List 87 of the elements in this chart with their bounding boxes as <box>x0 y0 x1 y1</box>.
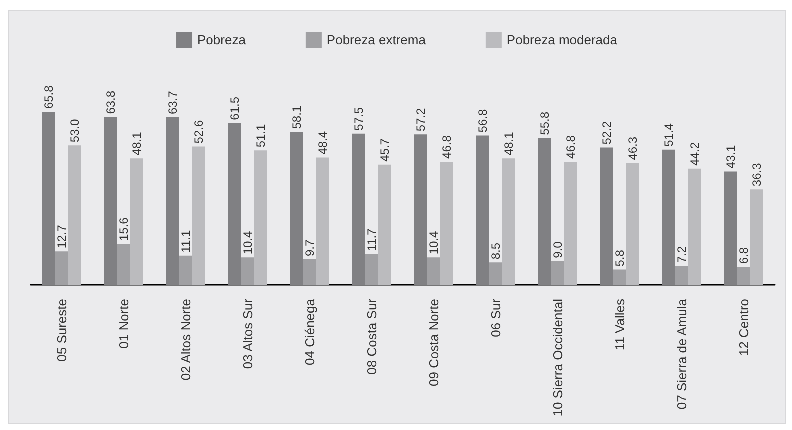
data-label: 10.4 <box>241 230 255 255</box>
bar <box>564 162 578 285</box>
data-label: 51.4 <box>662 123 676 147</box>
bar <box>118 244 130 285</box>
bar <box>414 134 428 285</box>
bar <box>180 256 192 285</box>
data-label: 9.0 <box>551 241 565 258</box>
bar <box>104 117 118 285</box>
data-label: 12.7 <box>55 224 69 249</box>
bar <box>552 261 564 285</box>
bar <box>42 112 56 285</box>
data-label: 48.4 <box>316 131 330 155</box>
bar <box>440 162 454 285</box>
data-label: 63.8 <box>104 90 118 114</box>
bar <box>290 132 304 285</box>
data-label: 15.6 <box>117 217 131 241</box>
bar <box>166 118 180 285</box>
bar <box>254 150 268 285</box>
bar <box>242 258 254 285</box>
data-label: 46.8 <box>564 135 578 159</box>
x-tick-label: 03 Altos Sur <box>240 298 256 370</box>
data-label: 36.3 <box>750 162 764 187</box>
data-label: 6.8 <box>737 247 751 264</box>
bar <box>738 267 750 285</box>
data-label: 44.2 <box>688 142 702 166</box>
data-label: 57.5 <box>352 107 366 131</box>
x-tick-label: 06 Sur <box>488 298 504 338</box>
data-label: 51.1 <box>254 124 268 148</box>
data-label: 5.8 <box>613 250 627 267</box>
data-label: 58.1 <box>290 106 304 130</box>
data-label: 57.2 <box>414 108 428 132</box>
x-tick-label: 02 Altos Norte <box>178 299 194 381</box>
bar <box>750 190 764 285</box>
bar <box>600 148 614 285</box>
data-label: 43.1 <box>724 145 738 169</box>
bar <box>378 164 392 285</box>
bar <box>428 258 440 285</box>
bar <box>130 158 144 285</box>
x-tick-label: 11 Valles <box>612 298 628 351</box>
x-tick-label: 04 Ciénega <box>302 298 318 366</box>
legend-label: Pobreza moderada <box>506 32 618 48</box>
data-label: 45.7 <box>378 138 392 162</box>
x-tick-label: 01 Norte <box>116 299 132 349</box>
bar <box>56 252 68 285</box>
bar <box>68 146 82 285</box>
bar <box>476 136 490 285</box>
bar <box>366 254 378 285</box>
data-label: 46.3 <box>626 136 640 160</box>
data-label: 46.8 <box>440 135 454 159</box>
x-tick-label: 07 Sierra de Amula <box>674 298 690 410</box>
bar <box>688 168 702 285</box>
bar <box>626 163 640 285</box>
data-label: 55.8 <box>538 112 552 136</box>
data-label: 48.1 <box>502 132 516 156</box>
bar <box>228 123 242 285</box>
bar <box>192 146 206 285</box>
data-label: 8.5 <box>489 242 503 260</box>
bar <box>316 158 330 285</box>
legend-label: Pobreza extrema <box>326 32 427 48</box>
data-label: 61.5 <box>228 96 242 120</box>
data-label: 11.1 <box>179 230 193 253</box>
data-label: 56.8 <box>476 109 490 133</box>
data-label: 7.2 <box>675 246 689 264</box>
data-label: 52.6 <box>192 120 206 144</box>
bar <box>676 266 688 285</box>
bar <box>502 158 516 285</box>
x-tick-label: 09 Costa Norte <box>426 299 442 386</box>
data-label: 9.7 <box>303 239 317 257</box>
bar <box>662 150 676 285</box>
x-tick-label: 10 Sierra Occidental <box>550 298 566 417</box>
bar <box>724 172 738 285</box>
legend-label: Pobreza <box>198 32 247 48</box>
bar <box>538 138 552 285</box>
x-tick-label: 08 Costa Sur <box>364 298 380 375</box>
data-label: 11.7 <box>365 228 379 252</box>
data-label: 53.0 <box>68 119 82 143</box>
data-label: 10.4 <box>427 230 441 255</box>
data-label: 63.7 <box>166 90 180 115</box>
bar <box>352 134 366 285</box>
data-label: 48.1 <box>130 132 144 156</box>
x-tick-label: 12 Centro <box>736 299 752 356</box>
data-label: 65.8 <box>42 85 56 110</box>
data-label: 52.2 <box>600 121 614 145</box>
bar <box>614 270 626 285</box>
bar <box>490 262 502 285</box>
x-tick-label: 05 Sureste <box>54 299 70 362</box>
bar <box>304 260 316 285</box>
